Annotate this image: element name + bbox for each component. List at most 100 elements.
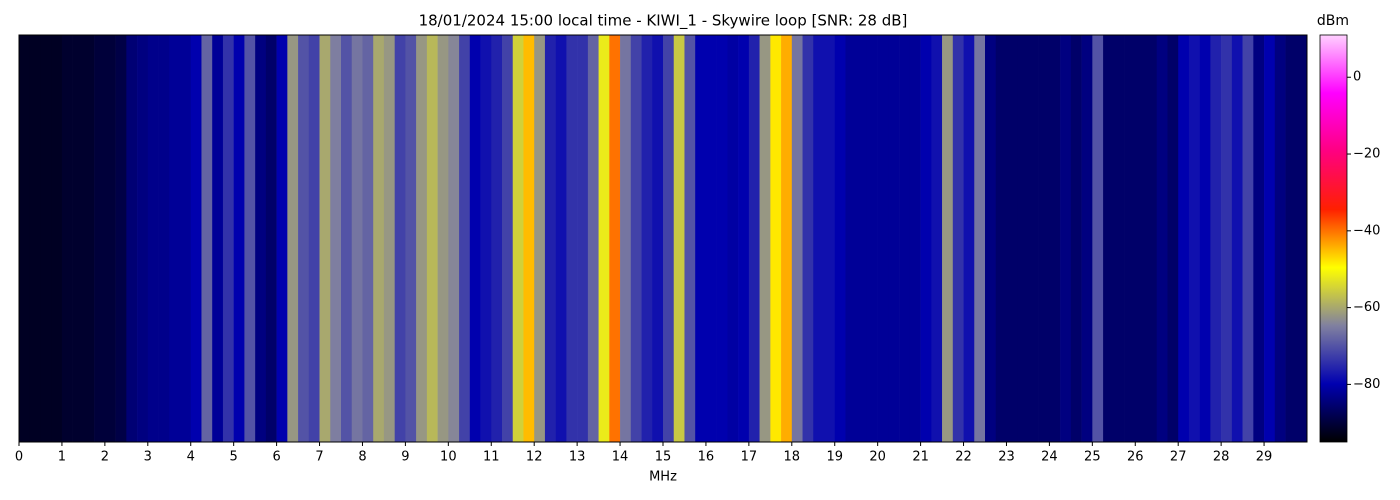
spectrum-column	[1027, 35, 1039, 442]
spectrum-column	[373, 35, 385, 442]
spectrum-column	[899, 35, 911, 442]
spectrum-column	[244, 35, 256, 442]
spectrum-column	[942, 35, 954, 442]
spectrum-column	[201, 35, 213, 442]
spectrum-column	[459, 35, 471, 442]
spectrum-column	[319, 35, 331, 442]
colorbar-tick-label: 0	[1353, 70, 1361, 85]
spectrum-column	[534, 35, 546, 442]
spectrum-column	[190, 35, 202, 442]
spectrum-column	[341, 35, 353, 442]
x-tick-label: 29	[1256, 450, 1273, 465]
spectrum-column	[383, 35, 395, 442]
spectrum-column	[555, 35, 567, 442]
spectrum-column	[909, 35, 921, 442]
x-tick-label: 18	[784, 450, 801, 465]
spectrum-column	[963, 35, 975, 442]
spectrum-column	[426, 35, 438, 442]
x-tick-label: 16	[698, 450, 715, 465]
spectrum-column	[1231, 35, 1243, 442]
x-tick-label: 22	[955, 450, 972, 465]
spectrum-column	[212, 35, 224, 442]
x-tick-label: 15	[655, 450, 672, 465]
spectrum-column	[791, 35, 803, 442]
spectrum-column	[287, 35, 299, 442]
spectrum-column	[1242, 35, 1254, 442]
spectrum-column	[1274, 35, 1286, 442]
spectrum-column	[577, 35, 589, 442]
spectrum-column	[781, 35, 793, 442]
spectrum-column	[609, 35, 621, 442]
spectrum-column	[523, 35, 535, 442]
x-tick-label: 12	[526, 450, 543, 465]
spectrum-column	[802, 35, 814, 442]
spectrum-column	[544, 35, 556, 442]
spectrum-column	[1221, 35, 1233, 442]
spectrum-column	[1199, 35, 1211, 442]
spectrum-column	[1124, 35, 1136, 442]
spectrum-column	[1188, 35, 1200, 442]
x-tick-label: 7	[315, 450, 323, 465]
spectrum-column	[995, 35, 1007, 442]
spectrum-column	[1264, 35, 1276, 442]
spectrum-column	[813, 35, 825, 442]
spectrum-column	[265, 35, 277, 442]
spectrum-column	[1296, 35, 1308, 442]
spectrum-column	[587, 35, 599, 442]
spectrum-column	[985, 35, 997, 442]
x-tick-label: 2	[101, 450, 109, 465]
x-tick-label: 3	[144, 450, 152, 465]
x-tick-label: 24	[1041, 450, 1058, 465]
spectrum-column	[866, 35, 878, 442]
x-tick-label: 19	[826, 450, 843, 465]
colorbar-tick-label: −40	[1353, 223, 1380, 238]
spectrum-column	[83, 35, 95, 442]
x-tick-label: 25	[1084, 450, 1101, 465]
spectrum-column	[748, 35, 760, 442]
x-tick-label: 26	[1127, 450, 1144, 465]
spectrum-column	[72, 35, 84, 442]
spectrum-column	[61, 35, 73, 442]
spectrum-column	[652, 35, 664, 442]
spectrum-column	[952, 35, 964, 442]
spectrum-column	[770, 35, 782, 442]
x-tick-label: 23	[998, 450, 1015, 465]
colorbar-tick-label: −80	[1353, 377, 1380, 392]
spectrum-column	[1092, 35, 1104, 442]
x-tick-label: 27	[1170, 450, 1187, 465]
spectrum-column	[824, 35, 836, 442]
spectrum-column	[759, 35, 771, 442]
spectrum-column	[1135, 35, 1147, 442]
spectrum-column	[620, 35, 632, 442]
spectrum-column	[1156, 35, 1168, 442]
spectrum-column	[845, 35, 857, 442]
spectrum-column	[705, 35, 717, 442]
spectrum-column	[158, 35, 170, 442]
spectrum-column	[1060, 35, 1072, 442]
spectrum-column	[255, 35, 267, 442]
spectrum-column	[19, 35, 31, 442]
spectrum-column	[180, 35, 192, 442]
colorbar-tick-label: −20	[1353, 147, 1380, 162]
spectrum-column	[834, 35, 846, 442]
spectrum-column	[1178, 35, 1190, 442]
colorbar-label: dBm	[1317, 13, 1349, 29]
x-tick-label: 9	[401, 450, 409, 465]
spectrum-column	[856, 35, 868, 442]
spectrum-column	[480, 35, 492, 442]
spectrum-column	[888, 35, 900, 442]
spectrum-column	[351, 35, 363, 442]
x-axis-label: MHz	[649, 470, 677, 485]
x-tick-label: 17	[741, 450, 758, 465]
spectrum-column	[308, 35, 320, 442]
x-tick-label: 1	[58, 450, 66, 465]
spectrum-column	[233, 35, 245, 442]
x-tick-label: 21	[912, 450, 929, 465]
spectrum-column	[738, 35, 750, 442]
spectrum-column	[1285, 35, 1297, 442]
spectrum-column	[974, 35, 986, 442]
chart-title: 18/01/2024 15:00 local time - KIWI_1 - S…	[419, 12, 908, 31]
spectrum-column	[920, 35, 932, 442]
